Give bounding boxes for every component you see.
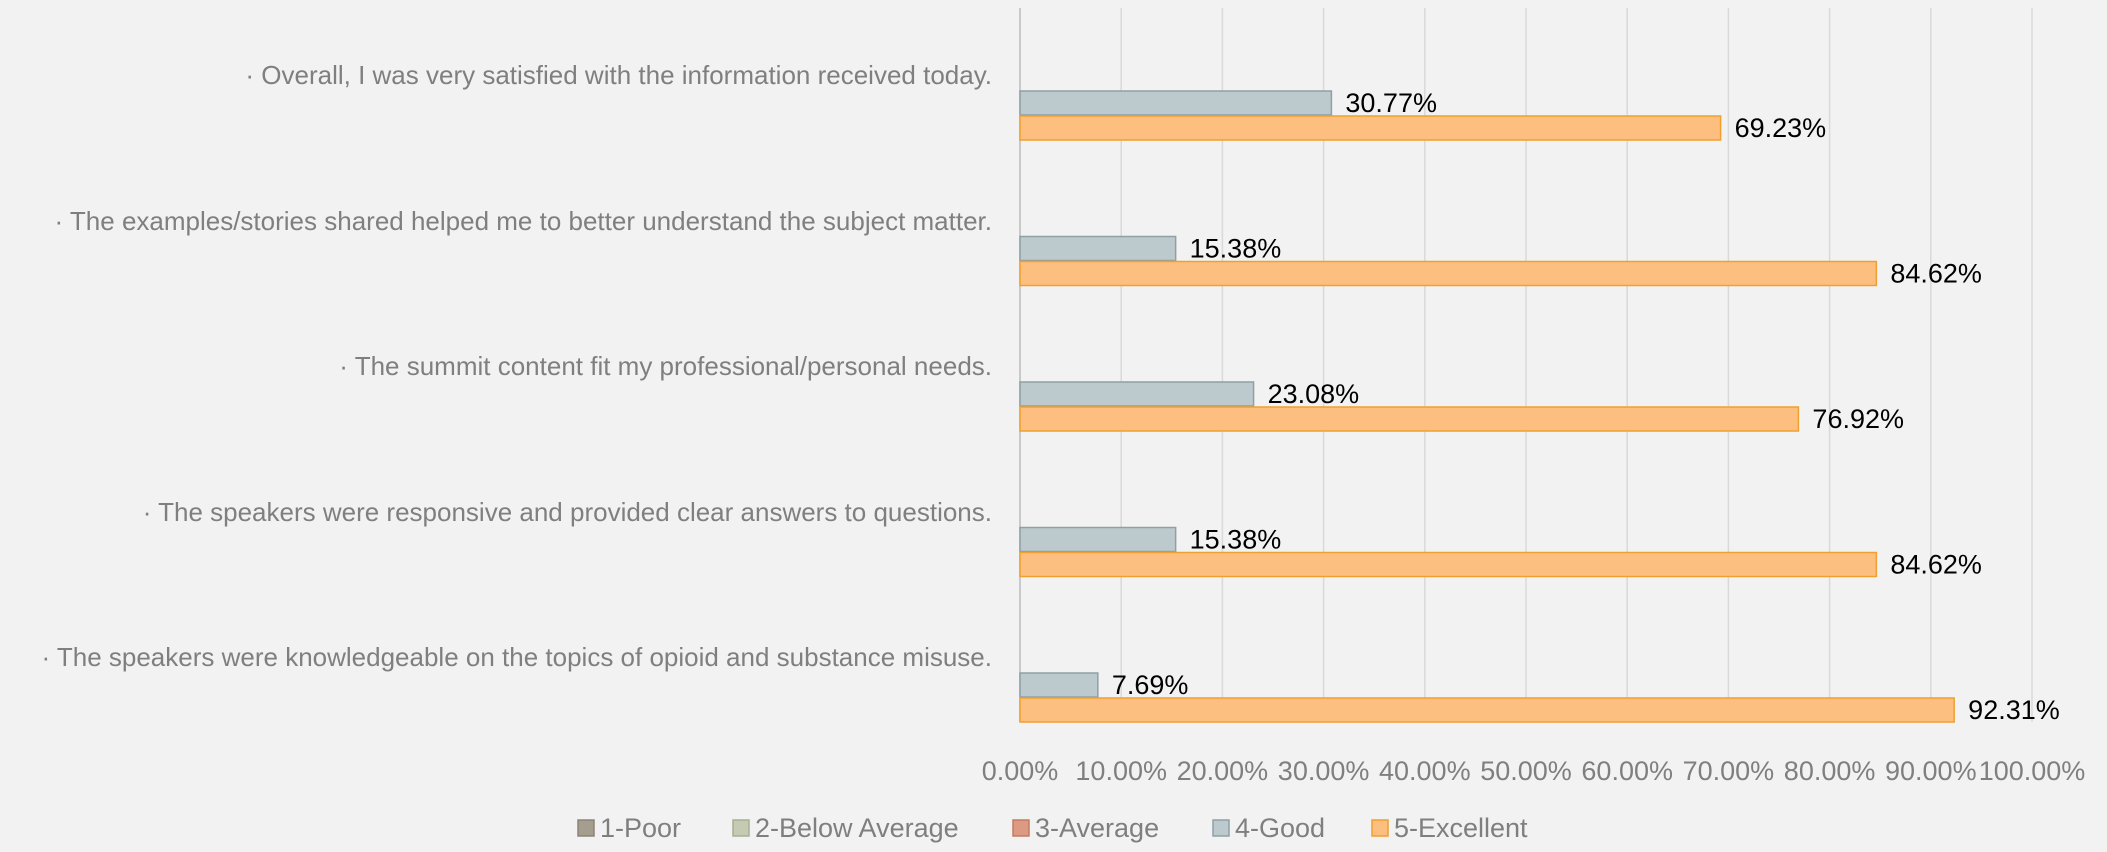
x-tick-label: 100.00%	[1979, 756, 2086, 786]
x-tick-label: 50.00%	[1480, 756, 1572, 786]
value-label: 15.38%	[1190, 234, 1282, 264]
value-label: 15.38%	[1190, 525, 1282, 555]
legend-swatch	[732, 819, 750, 837]
value-label: 7.69%	[1112, 670, 1189, 700]
x-tick-label: 20.00%	[1177, 756, 1269, 786]
value-label: 69.23%	[1735, 113, 1827, 143]
bar	[1019, 526, 1177, 553]
x-tick-label: 70.00%	[1683, 756, 1775, 786]
category-label-box: · Overall, I was very satisfied with the…	[0, 58, 992, 93]
category-label: · The speakers were knowledgeable on the…	[41, 642, 992, 672]
x-tick-label: 40.00%	[1379, 756, 1471, 786]
bar	[1019, 672, 1099, 698]
category-label-box: · The examples/stories shared helped me …	[0, 204, 993, 239]
legend-label: 4-Good	[1235, 813, 1325, 843]
x-tick-label: 10.00%	[1075, 756, 1167, 786]
bar	[1019, 406, 1800, 432]
bar	[1019, 381, 1255, 407]
value-label: 92.31%	[1968, 695, 2060, 725]
value-label: 23.08%	[1268, 379, 1360, 409]
bar	[1019, 235, 1177, 262]
bar	[1019, 90, 1333, 116]
value-label: 84.62%	[1890, 550, 1982, 580]
category-label: · The speakers were responsive and provi…	[142, 496, 992, 527]
legend-swatch	[577, 819, 595, 837]
category-label: · The summit content fit my professional…	[339, 351, 992, 381]
legend-swatch	[1012, 819, 1030, 837]
bar	[1019, 115, 1722, 141]
category-label: · Overall, I was very satisfied with the…	[245, 60, 992, 90]
value-label: 84.62%	[1890, 259, 1982, 289]
x-tick-label: 60.00%	[1581, 756, 1673, 786]
category-label-box: · The summit content fit my professional…	[0, 349, 992, 384]
legend-label: 2-Below Average	[755, 813, 959, 843]
x-tick-label: 0.00%	[982, 756, 1059, 786]
bar	[1019, 551, 1878, 578]
legend-swatch	[1371, 819, 1389, 837]
legend-label: 1-Poor	[600, 813, 681, 843]
legend-label: 3-Average	[1035, 813, 1159, 843]
value-label: 30.77%	[1345, 88, 1437, 118]
category-label-box: · The speakers were knowledgeable on the…	[0, 640, 992, 675]
value-label: 76.92%	[1812, 404, 1904, 434]
legend-label: 5-Excellent	[1394, 813, 1528, 843]
x-tick-label: 90.00%	[1885, 756, 1977, 786]
bar	[1019, 697, 1955, 723]
category-label-box: · The speakers were responsive and provi…	[0, 495, 992, 530]
category-label: · The examples/stories shared helped me …	[54, 205, 993, 236]
x-tick-label: 30.00%	[1278, 756, 1370, 786]
legend-swatch	[1212, 819, 1230, 837]
x-tick-label: 80.00%	[1784, 756, 1876, 786]
bar	[1019, 260, 1878, 287]
